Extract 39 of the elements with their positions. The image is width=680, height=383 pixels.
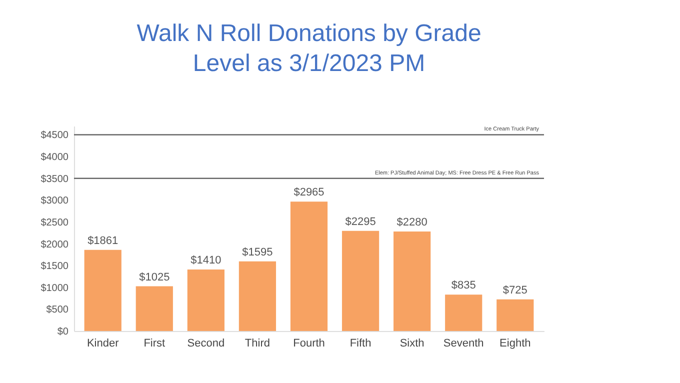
bar [84, 250, 122, 331]
bar [342, 230, 380, 331]
y-tick-label: $0 [57, 326, 69, 338]
data-label: $1410 [190, 254, 222, 266]
x-tick-label: Seventh [443, 338, 484, 350]
data-label: $725 [502, 284, 528, 296]
y-tick-label: $1500 [40, 261, 69, 272]
y-tick-label: $3000 [40, 196, 69, 207]
x-tick-label: Fifth [350, 338, 372, 350]
bar [290, 202, 328, 331]
data-label: $2295 [345, 216, 376, 228]
x-tick-label: Kinder [86, 338, 120, 350]
data-label: $1595 [242, 246, 273, 258]
text: Level as 3/1/2023 PM [192, 50, 426, 77]
x-tick-label: First [144, 338, 166, 350]
x-tick-label: Third [244, 338, 270, 350]
y-tick-label: $2000 [40, 239, 69, 250]
data-label: $1861 [88, 234, 118, 247]
x-tick-label: Eighth [500, 338, 531, 350]
bar [187, 270, 224, 331]
bar [496, 299, 534, 331]
y-tick-label: $4500 [40, 130, 69, 142]
bar [238, 261, 276, 331]
x-tick-label: Sixth [400, 338, 424, 350]
bar [136, 286, 173, 331]
bar [445, 294, 482, 331]
data-label: $2965 [294, 186, 324, 199]
text: Walk N Roll Donations by Grade [136, 20, 482, 47]
x-tick-label: Fourth [293, 338, 325, 350]
bar [394, 232, 431, 331]
data-label: $2280 [396, 216, 428, 229]
data-label: $1025 [139, 271, 170, 284]
x-tick-label: Second [187, 338, 225, 350]
y-tick-label: $2500 [40, 217, 69, 228]
y-tick-label: $500 [46, 304, 69, 316]
y-tick-label: $4000 [40, 152, 69, 164]
data-label: $835 [451, 280, 476, 292]
y-tick-label: $1000 [40, 282, 69, 294]
y-tick-label: $3500 [40, 174, 69, 185]
